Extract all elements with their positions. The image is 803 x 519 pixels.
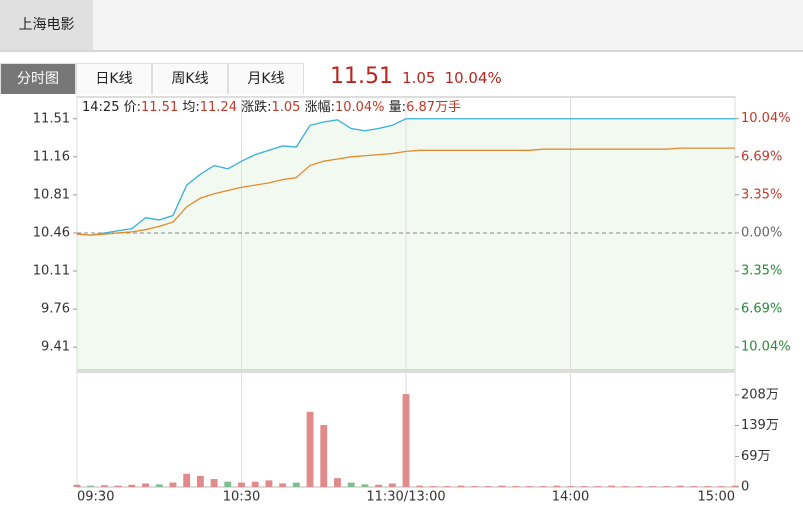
average-line [76, 147, 735, 236]
quote-price: 11.51 [330, 64, 393, 89]
volume-bar [128, 484, 136, 487]
info-label: 价: [124, 100, 141, 115]
quote-change: 1.05 [402, 69, 436, 87]
info-value: 10.04% [335, 100, 389, 115]
volume-bar [608, 485, 616, 487]
volume-bar [279, 483, 287, 487]
volume-bar [649, 486, 657, 487]
volume-tick-label: 139万 [741, 418, 779, 433]
y-tick-label: 11.51 [33, 111, 70, 126]
volume-bar [690, 486, 698, 487]
volume-bar [704, 486, 712, 487]
volume-bar [635, 486, 643, 487]
volume-bar [292, 482, 300, 487]
y2-tick-label: 6.69% [741, 302, 782, 317]
volume-bar [416, 485, 424, 487]
y2-tick-label: 3.35% [741, 187, 782, 202]
top-bar [0, 0, 803, 52]
volume-bar [457, 485, 465, 487]
volume-bar [334, 478, 341, 487]
y-tick-label: 11.16 [33, 149, 70, 164]
info-value: 11.24 [200, 100, 241, 115]
info-label: 涨跌: [241, 99, 271, 115]
view-tab[interactable]: 月K线 [228, 63, 304, 94]
volume-bar [512, 486, 520, 487]
volume-bar [265, 480, 273, 487]
volume-bar [210, 479, 218, 487]
volume-bar [676, 485, 684, 487]
volume-bar [621, 486, 629, 487]
y-tick-label: 10.11 [33, 264, 70, 279]
volume-bar [731, 485, 739, 487]
stock-tab[interactable]: 上海电影 [0, 0, 93, 50]
y2-tick-label: 0.00% [741, 225, 782, 240]
volume-bar [471, 486, 478, 487]
y2-tick-label: 6.69% [741, 149, 782, 164]
x-tick-label: 14:00 [552, 490, 589, 505]
quote-pct: 10.04% [444, 69, 502, 87]
y-tick-label: 10.81 [33, 187, 70, 202]
info-value: 11.51 [141, 100, 182, 115]
view-tab[interactable]: 日K线 [76, 63, 152, 94]
volume-bar [525, 486, 533, 487]
volume-bar [663, 486, 670, 487]
volume-bar [484, 486, 492, 487]
info-value: 6.87万手 [406, 100, 461, 115]
volume-bar [539, 486, 547, 487]
volume-bar [375, 484, 383, 487]
info-label: 涨幅: [305, 100, 335, 115]
volume-bar [73, 484, 81, 487]
x-tick-label: 09:30 [77, 490, 114, 505]
view-tabs: 分时图 日K线 周K线 月K线 [0, 63, 304, 94]
volume-bar [443, 486, 451, 487]
volume-bar [567, 486, 574, 487]
volume-bar [306, 411, 314, 487]
y2-tick-label: 10.04% [741, 340, 791, 355]
volume-bar [169, 482, 177, 487]
volume-bar [87, 485, 95, 487]
volume-bar [580, 486, 588, 487]
info-label: 均: [182, 100, 199, 115]
y-tick-label: 10.46 [33, 225, 70, 240]
volume-bar [553, 485, 561, 487]
view-tab[interactable]: 分时图 [0, 63, 76, 94]
quote: 11.51 1.05 10.04% [330, 64, 502, 89]
view-tab[interactable]: 周K线 [152, 63, 228, 94]
volume-tick-label: 0 [741, 480, 749, 495]
volume-bar [142, 483, 149, 487]
x-tick-label: 15:00 [698, 490, 735, 505]
info-value: 1.05 [272, 100, 305, 115]
y2-tick-label: 3.35% [741, 264, 782, 279]
volume-bar [155, 484, 163, 487]
volume-bar [347, 482, 355, 487]
volume-tick-label: 208万 [741, 388, 779, 403]
x-tick-label: 10:30 [223, 490, 260, 505]
volume-bar [100, 485, 108, 487]
volume-bar [183, 473, 191, 487]
info-label: 量: [389, 100, 406, 115]
volume-bar [251, 481, 259, 487]
volume-bar [224, 481, 232, 487]
volume-bar [238, 482, 245, 487]
volume-bar [717, 486, 725, 487]
info-line: 14:25 价:11.51 均:11.24 涨跌:1.05 涨幅:10.04% … [82, 99, 461, 115]
volume-tick-label: 69万 [741, 449, 771, 464]
volume-bar [196, 475, 204, 487]
volume-bar [388, 483, 396, 487]
y2-tick-label: 10.04% [741, 111, 791, 126]
volume-bar [114, 485, 122, 487]
volume-bar [320, 425, 328, 487]
volume-bar [361, 484, 369, 487]
info-time: 14:25 [82, 100, 124, 115]
volume-bar [429, 486, 437, 487]
y-tick-label: 9.41 [41, 340, 70, 355]
price-line [76, 118, 735, 236]
y-tick-label: 9.76 [41, 302, 70, 317]
volume-bar [498, 485, 506, 487]
volume-bar [594, 486, 602, 487]
x-tick-label: 11:30/13:00 [366, 490, 445, 505]
volume-bar [402, 394, 410, 487]
